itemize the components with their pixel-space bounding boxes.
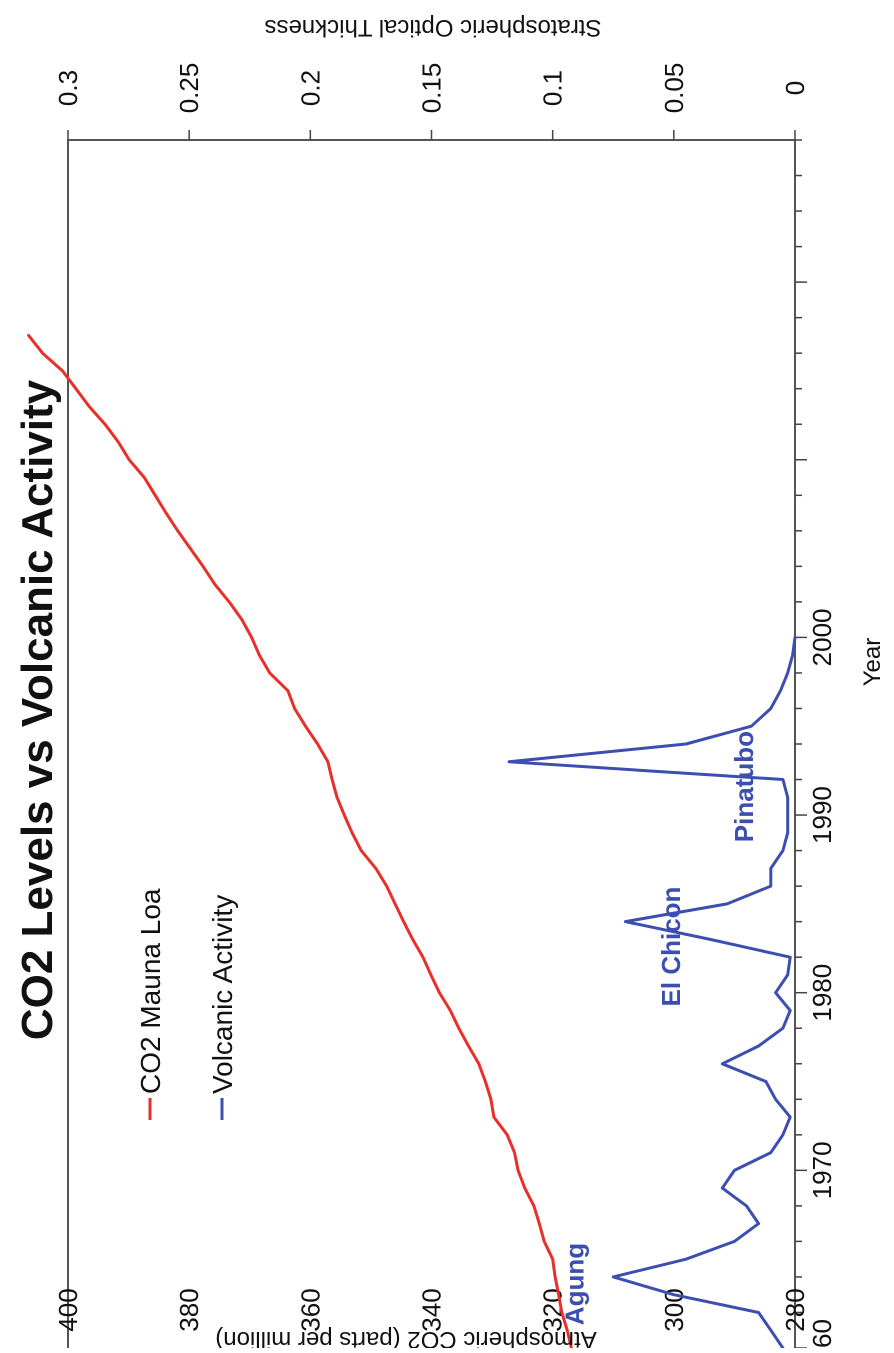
annotation-label: El Chicon bbox=[656, 887, 686, 1007]
x-axis: 1960 1970 1980 1990 2000 bbox=[795, 139, 837, 1353]
y-axis-right: 0 0.05 0.1 0.15 0.2 0.25 0.3 bbox=[53, 63, 810, 140]
y-axis-left-tick-label: 360 bbox=[295, 1288, 325, 1331]
legend-label: Volcanic Activity bbox=[207, 895, 238, 1094]
y-axis-left-tick-label: 280 bbox=[780, 1288, 810, 1331]
legend: CO2 Mauna Loa Volcanic Activity bbox=[135, 888, 238, 1120]
series-line-volcanic bbox=[507, 635, 797, 1353]
y-axis-right-title: Stratospheric Optical Thickness bbox=[264, 14, 601, 41]
annotation-label: Agung bbox=[559, 1243, 589, 1325]
x-axis-tick-label: 1960 bbox=[807, 1319, 837, 1348]
x-axis-tick-label: 1990 bbox=[807, 786, 837, 844]
y-axis-right-tick-label: 0.1 bbox=[538, 70, 568, 106]
chart-title: CO2 Levels vs Volcanic Activity bbox=[13, 379, 62, 1040]
x-axis-title: Year bbox=[859, 638, 886, 687]
y-axis-left-tick-label: 380 bbox=[174, 1288, 204, 1331]
y-axis-left-tick-label: 400 bbox=[53, 1288, 83, 1331]
annotation-label: Pinatubo bbox=[729, 731, 759, 842]
legend-label: CO2 Mauna Loa bbox=[135, 888, 166, 1094]
series-line-co2 bbox=[27, 333, 575, 1353]
y-axis-left-tick-label: 340 bbox=[417, 1288, 447, 1331]
y-axis-right-tick-label: 0.3 bbox=[53, 70, 83, 106]
y-axis-right-tick-label: 0.25 bbox=[174, 63, 204, 114]
y-axis-right-tick-label: 0 bbox=[780, 81, 810, 95]
y-axis-right-tick-label: 0.15 bbox=[417, 63, 447, 114]
x-axis-tick-label: 1970 bbox=[807, 1141, 837, 1199]
x-axis-tick-label: 1980 bbox=[807, 964, 837, 1022]
y-axis-right-tick-label: 0.05 bbox=[659, 63, 689, 114]
annotation-group: Agung El Chicon Pinatubo bbox=[559, 731, 759, 1325]
series-group bbox=[27, 333, 797, 1353]
y-axis-left-title: Atmospheric CO2 (parts per million) bbox=[215, 1326, 596, 1348]
x-axis-tick-label: 2000 bbox=[807, 608, 837, 666]
y-axis-right-tick-label: 0.2 bbox=[295, 70, 325, 106]
